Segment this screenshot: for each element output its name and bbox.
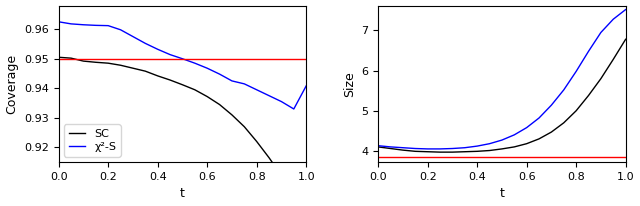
- SC: [179, 83, 186, 86]
- SC: [92, 61, 100, 63]
- SC: [79, 60, 87, 62]
- χ²-S: [129, 35, 137, 38]
- χ²-S: [179, 57, 186, 60]
- χ²-S: [166, 53, 174, 56]
- SC: [129, 67, 137, 69]
- Y-axis label: Size: Size: [343, 71, 356, 97]
- χ²-S: [228, 80, 236, 82]
- χ²-S: [216, 73, 223, 75]
- χ²-S: [67, 23, 75, 25]
- Legend: SC, χ²-S: SC, χ²-S: [64, 124, 121, 157]
- SC: [104, 62, 112, 64]
- χ²-S: [116, 29, 124, 31]
- SC: [216, 103, 223, 106]
- χ²-S: [104, 25, 112, 27]
- χ²-S: [154, 48, 161, 50]
- χ²-S: [302, 85, 310, 87]
- SC: [67, 57, 75, 59]
- SC: [228, 114, 236, 116]
- SC: [191, 89, 198, 91]
- X-axis label: t: t: [180, 187, 185, 200]
- SC: [55, 56, 63, 59]
- SC: [253, 140, 260, 143]
- SC: [278, 174, 285, 177]
- χ²-S: [278, 100, 285, 103]
- SC: [302, 162, 310, 164]
- χ²-S: [55, 21, 63, 23]
- χ²-S: [265, 94, 273, 97]
- χ²-S: [290, 108, 298, 110]
- χ²-S: [241, 83, 248, 85]
- χ²-S: [191, 62, 198, 64]
- Line: χ²-S: χ²-S: [59, 22, 306, 109]
- Line: SC: SC: [59, 57, 306, 189]
- SC: [204, 95, 211, 98]
- Y-axis label: Coverage: Coverage: [6, 54, 19, 114]
- χ²-S: [253, 89, 260, 91]
- SC: [265, 157, 273, 159]
- SC: [141, 70, 149, 72]
- SC: [166, 79, 174, 81]
- χ²-S: [204, 67, 211, 69]
- SC: [154, 75, 161, 77]
- χ²-S: [92, 24, 100, 27]
- χ²-S: [141, 42, 149, 45]
- X-axis label: t: t: [499, 187, 504, 200]
- SC: [241, 125, 248, 128]
- χ²-S: [79, 23, 87, 26]
- SC: [290, 187, 298, 190]
- SC: [116, 64, 124, 67]
